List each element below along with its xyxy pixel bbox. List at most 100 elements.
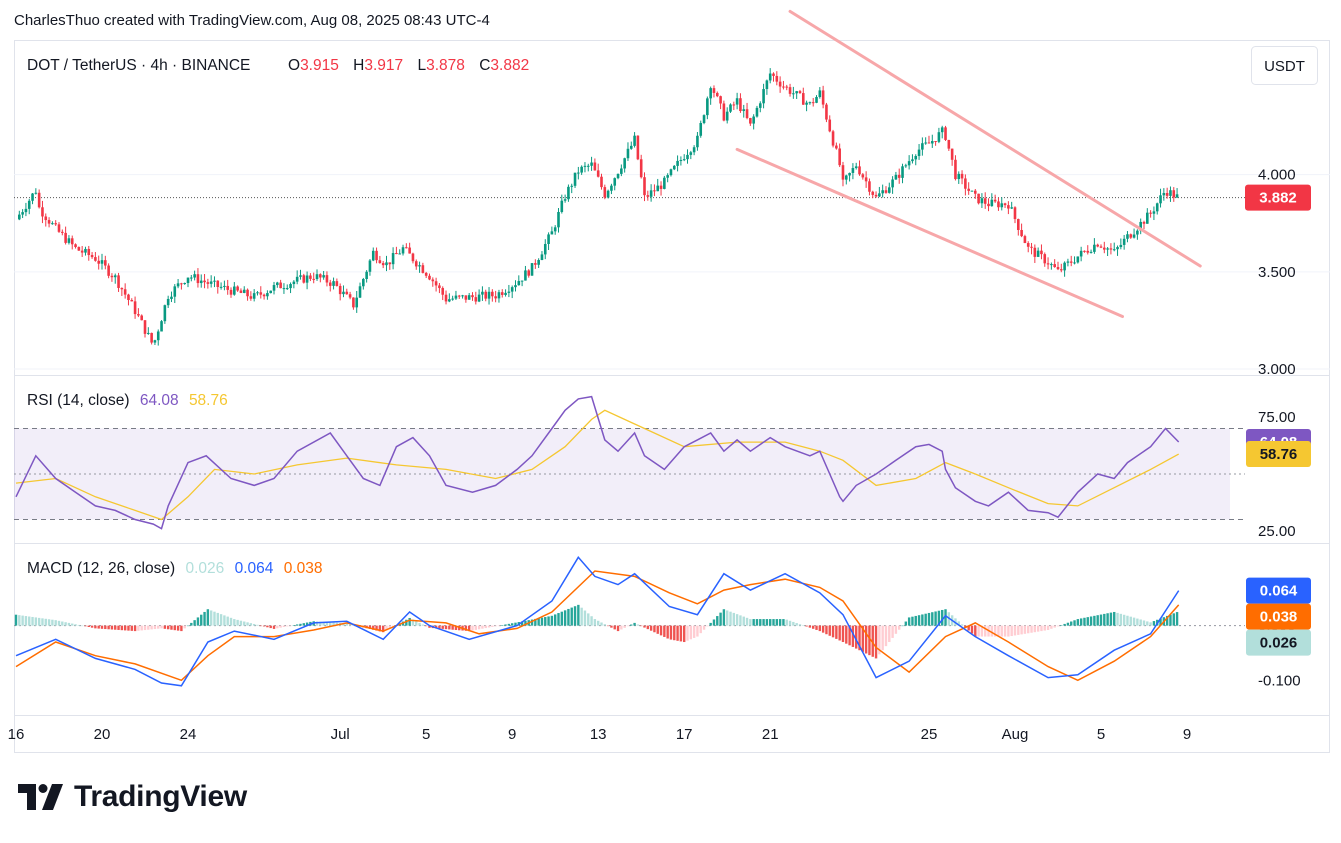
- high-key: H: [353, 57, 364, 74]
- price-tick-label: 3.000: [1258, 361, 1296, 378]
- candle-body: [858, 166, 861, 175]
- candle-body: [590, 162, 593, 166]
- candle-body: [778, 81, 782, 87]
- macd-hist-bar: [276, 625, 279, 629]
- macd-hist-bar: [1113, 611, 1116, 626]
- candle-body: [1106, 248, 1109, 250]
- candle-body: [1073, 262, 1076, 264]
- macd-hist-bar: [14, 614, 18, 626]
- macd-hist-bar: [491, 625, 494, 627]
- candle-body: [348, 294, 352, 298]
- candle-body: [381, 263, 385, 266]
- macd-hist-bar: [1036, 625, 1040, 632]
- macd-hist-bar: [580, 607, 583, 626]
- macd-hist-bar: [1119, 613, 1123, 626]
- channel-lower-trendline[interactable]: [735, 147, 1124, 319]
- price-tick-label: 4.000: [1258, 167, 1296, 184]
- macd-panel: -0.1000.000 MACD (12, 26, close) 0.026 0…: [14, 556, 1311, 689]
- tradingview-logo[interactable]: TradingView: [18, 780, 247, 814]
- candle-body: [474, 297, 478, 302]
- macd-hist-bar: [540, 617, 544, 626]
- currency-button-label[interactable]: USDT: [1264, 58, 1305, 75]
- macd-hist-bar: [716, 616, 719, 626]
- macd-hist-bar: [454, 625, 458, 630]
- macd-hist-bar: [914, 615, 917, 626]
- macd-hist-bar: [415, 621, 418, 626]
- macd-hist-bar: [226, 616, 229, 626]
- macd-line[interactable]: [15, 556, 1180, 687]
- macd-hist-bar: [993, 625, 997, 637]
- candle-body: [127, 294, 130, 301]
- macd-hist-bar: [550, 615, 554, 626]
- candle-body: [557, 211, 560, 228]
- macd-hist-bar: [143, 625, 147, 631]
- macd-hist-bar: [332, 622, 335, 626]
- candle-body: [1046, 263, 1050, 265]
- candle-body: [375, 250, 378, 261]
- candle-body: [345, 291, 349, 295]
- candle-body: [226, 285, 230, 290]
- candle-body: [719, 96, 722, 104]
- candle-body: [319, 274, 322, 278]
- candle-body: [788, 87, 792, 94]
- macd-hist-bar: [28, 616, 31, 626]
- candle-body: [1053, 264, 1056, 268]
- candle-body: [696, 135, 699, 148]
- macd-hist-bar: [636, 624, 640, 626]
- macd-hist-bar: [87, 625, 90, 627]
- macd-hist-bar: [726, 610, 729, 626]
- candle-body: [954, 159, 957, 180]
- macd-hist-bar: [1103, 613, 1106, 626]
- candle-body: [739, 98, 742, 112]
- rsi-line[interactable]: [15, 395, 1180, 530]
- macd-hist-bar: [1020, 625, 1023, 635]
- candle-body: [934, 141, 937, 143]
- candle-body: [722, 103, 726, 121]
- macd-hist-bar: [606, 625, 610, 627]
- macd-hist-bar: [329, 622, 332, 626]
- symbol-label: DOT / TetherUS · 4h · BINANCE: [27, 57, 250, 74]
- macd-hist-bar: [868, 625, 871, 656]
- candle-body: [27, 200, 31, 209]
- macd-hist-bar: [381, 625, 385, 633]
- candle-body: [160, 321, 163, 332]
- candle-body: [547, 234, 550, 245]
- macd-hist-bar: [1066, 622, 1070, 626]
- candle-body: [47, 220, 51, 224]
- candle-body: [623, 158, 626, 169]
- candle-body: [1010, 207, 1013, 209]
- candle-body: [732, 104, 736, 106]
- candle-body: [223, 285, 226, 287]
- candle-body: [636, 135, 640, 160]
- candle-body: [527, 270, 531, 276]
- candle-body: [500, 292, 504, 295]
- macd-hist-bar: [835, 625, 838, 639]
- currency-button[interactable]: USDT: [1251, 46, 1318, 85]
- candle-body: [1007, 205, 1010, 209]
- candle-body: [606, 190, 610, 198]
- currency-button-box[interactable]: [1251, 46, 1318, 85]
- macd-hist-bar: [1086, 617, 1089, 626]
- low-key: L: [417, 57, 426, 74]
- candle-body: [395, 253, 398, 255]
- candle-body: [1162, 192, 1166, 196]
- rsi-ma-line[interactable]: [15, 409, 1180, 521]
- macd-hist-bar: [140, 625, 143, 631]
- macd-signal-line[interactable]: [15, 570, 1180, 682]
- candle-body: [610, 185, 613, 191]
- candle-body: [775, 75, 779, 82]
- macd-hist-bar: [666, 625, 669, 639]
- macd-hist-bar: [1142, 620, 1146, 626]
- macd-hist-bar: [471, 625, 474, 631]
- candle-body: [335, 281, 339, 286]
- macd-hist-bar: [788, 620, 792, 626]
- candle-body: [444, 294, 448, 302]
- macd-hist-bar: [256, 624, 259, 626]
- macd-hist-bar: [1003, 625, 1007, 637]
- candle-body: [782, 86, 785, 88]
- macd-hist-bar: [385, 625, 388, 631]
- candle-body: [457, 295, 461, 297]
- macd-hist-bar: [147, 625, 150, 630]
- channel-upper-trendline[interactable]: [788, 9, 1202, 268]
- macd-hist-bar: [524, 620, 527, 626]
